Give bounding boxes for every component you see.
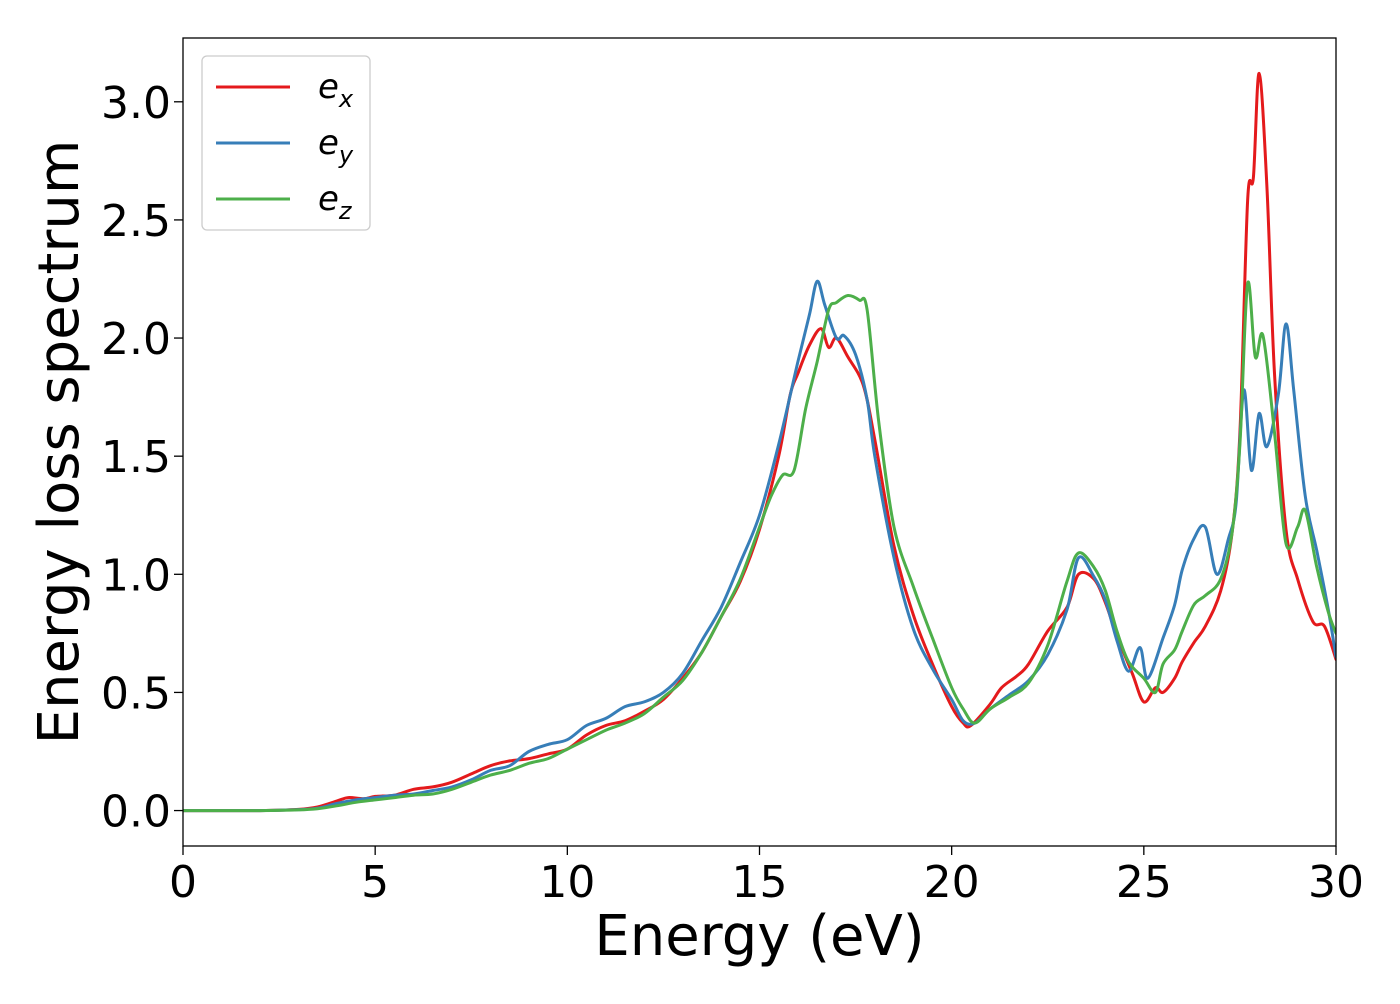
- x-tick-label: 0: [169, 857, 197, 908]
- series-layer: [183, 71, 1336, 813]
- y-tick-label: 0.0: [101, 787, 171, 838]
- x-tick-label: 25: [1116, 857, 1172, 908]
- x-tick-label: 15: [732, 857, 788, 908]
- y-axis: 0.0 0.5 1.0 1.5 2.0 2.5 3.0: [101, 78, 183, 838]
- y-tick-label: 1.0: [101, 550, 171, 601]
- y-tick-label: 1.5: [101, 432, 171, 483]
- x-tick-label: 5: [361, 857, 389, 908]
- legend: ex ey ez: [201, 55, 371, 231]
- y-tick-label: 2.5: [101, 196, 171, 247]
- legend-label-e-y: ey: [318, 123, 354, 169]
- x-axis-title: Energy (eV): [594, 904, 924, 969]
- x-tick-label: 30: [1308, 857, 1364, 908]
- y-tick-label: 2.0: [101, 314, 171, 365]
- y-tick-label: 0.5: [101, 668, 171, 719]
- y-axis-title: Energy loss spectrum: [27, 140, 92, 745]
- x-tick-label: 20: [924, 857, 980, 908]
- legend-label-e-z: ez: [318, 179, 353, 225]
- series-line-e-y: [183, 279, 1336, 813]
- legend-label-e-x: ex: [318, 67, 354, 113]
- x-axis: 0 5 10 15 20 25 30: [169, 846, 1364, 908]
- series-line-e-z: [183, 280, 1336, 813]
- y-tick-label: 3.0: [101, 78, 171, 129]
- x-tick-label: 10: [539, 857, 595, 908]
